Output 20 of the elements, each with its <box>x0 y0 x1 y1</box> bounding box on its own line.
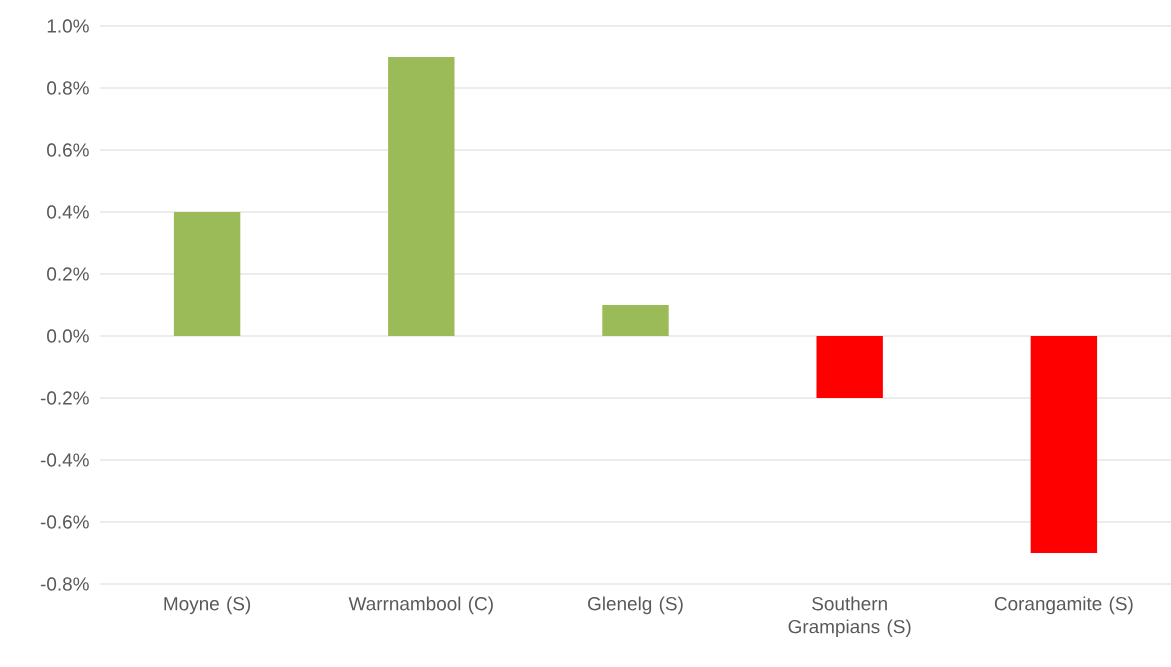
bar <box>816 336 883 398</box>
y-tick-label: -0.6% <box>40 515 89 529</box>
y-tick-label: -0.8% <box>40 577 89 591</box>
bar <box>173 212 241 336</box>
y-tick-label: 0.6% <box>47 143 89 157</box>
y-tick-label: 0.2% <box>47 267 89 281</box>
bar <box>1030 336 1098 553</box>
x-tick-label: Southern Grampians (S) <box>788 596 911 638</box>
x-tick-label: Warrnambool (C) <box>348 596 493 615</box>
y-tick-label: -0.2% <box>40 391 89 405</box>
bar <box>388 56 455 336</box>
y-tick-label: 0.0% <box>47 329 89 343</box>
bar <box>602 305 669 336</box>
x-tick-label: Corangamite (S) <box>994 596 1133 615</box>
y-tick-label: -0.4% <box>40 453 89 467</box>
y-tick-label: 1.0% <box>47 19 89 33</box>
x-tick-label: Moyne (S) <box>164 596 251 615</box>
x-tick-label: Glenelg (S) <box>588 596 683 615</box>
y-tick-label: 0.8% <box>47 81 89 95</box>
y-tick-label: 0.4% <box>47 205 89 219</box>
